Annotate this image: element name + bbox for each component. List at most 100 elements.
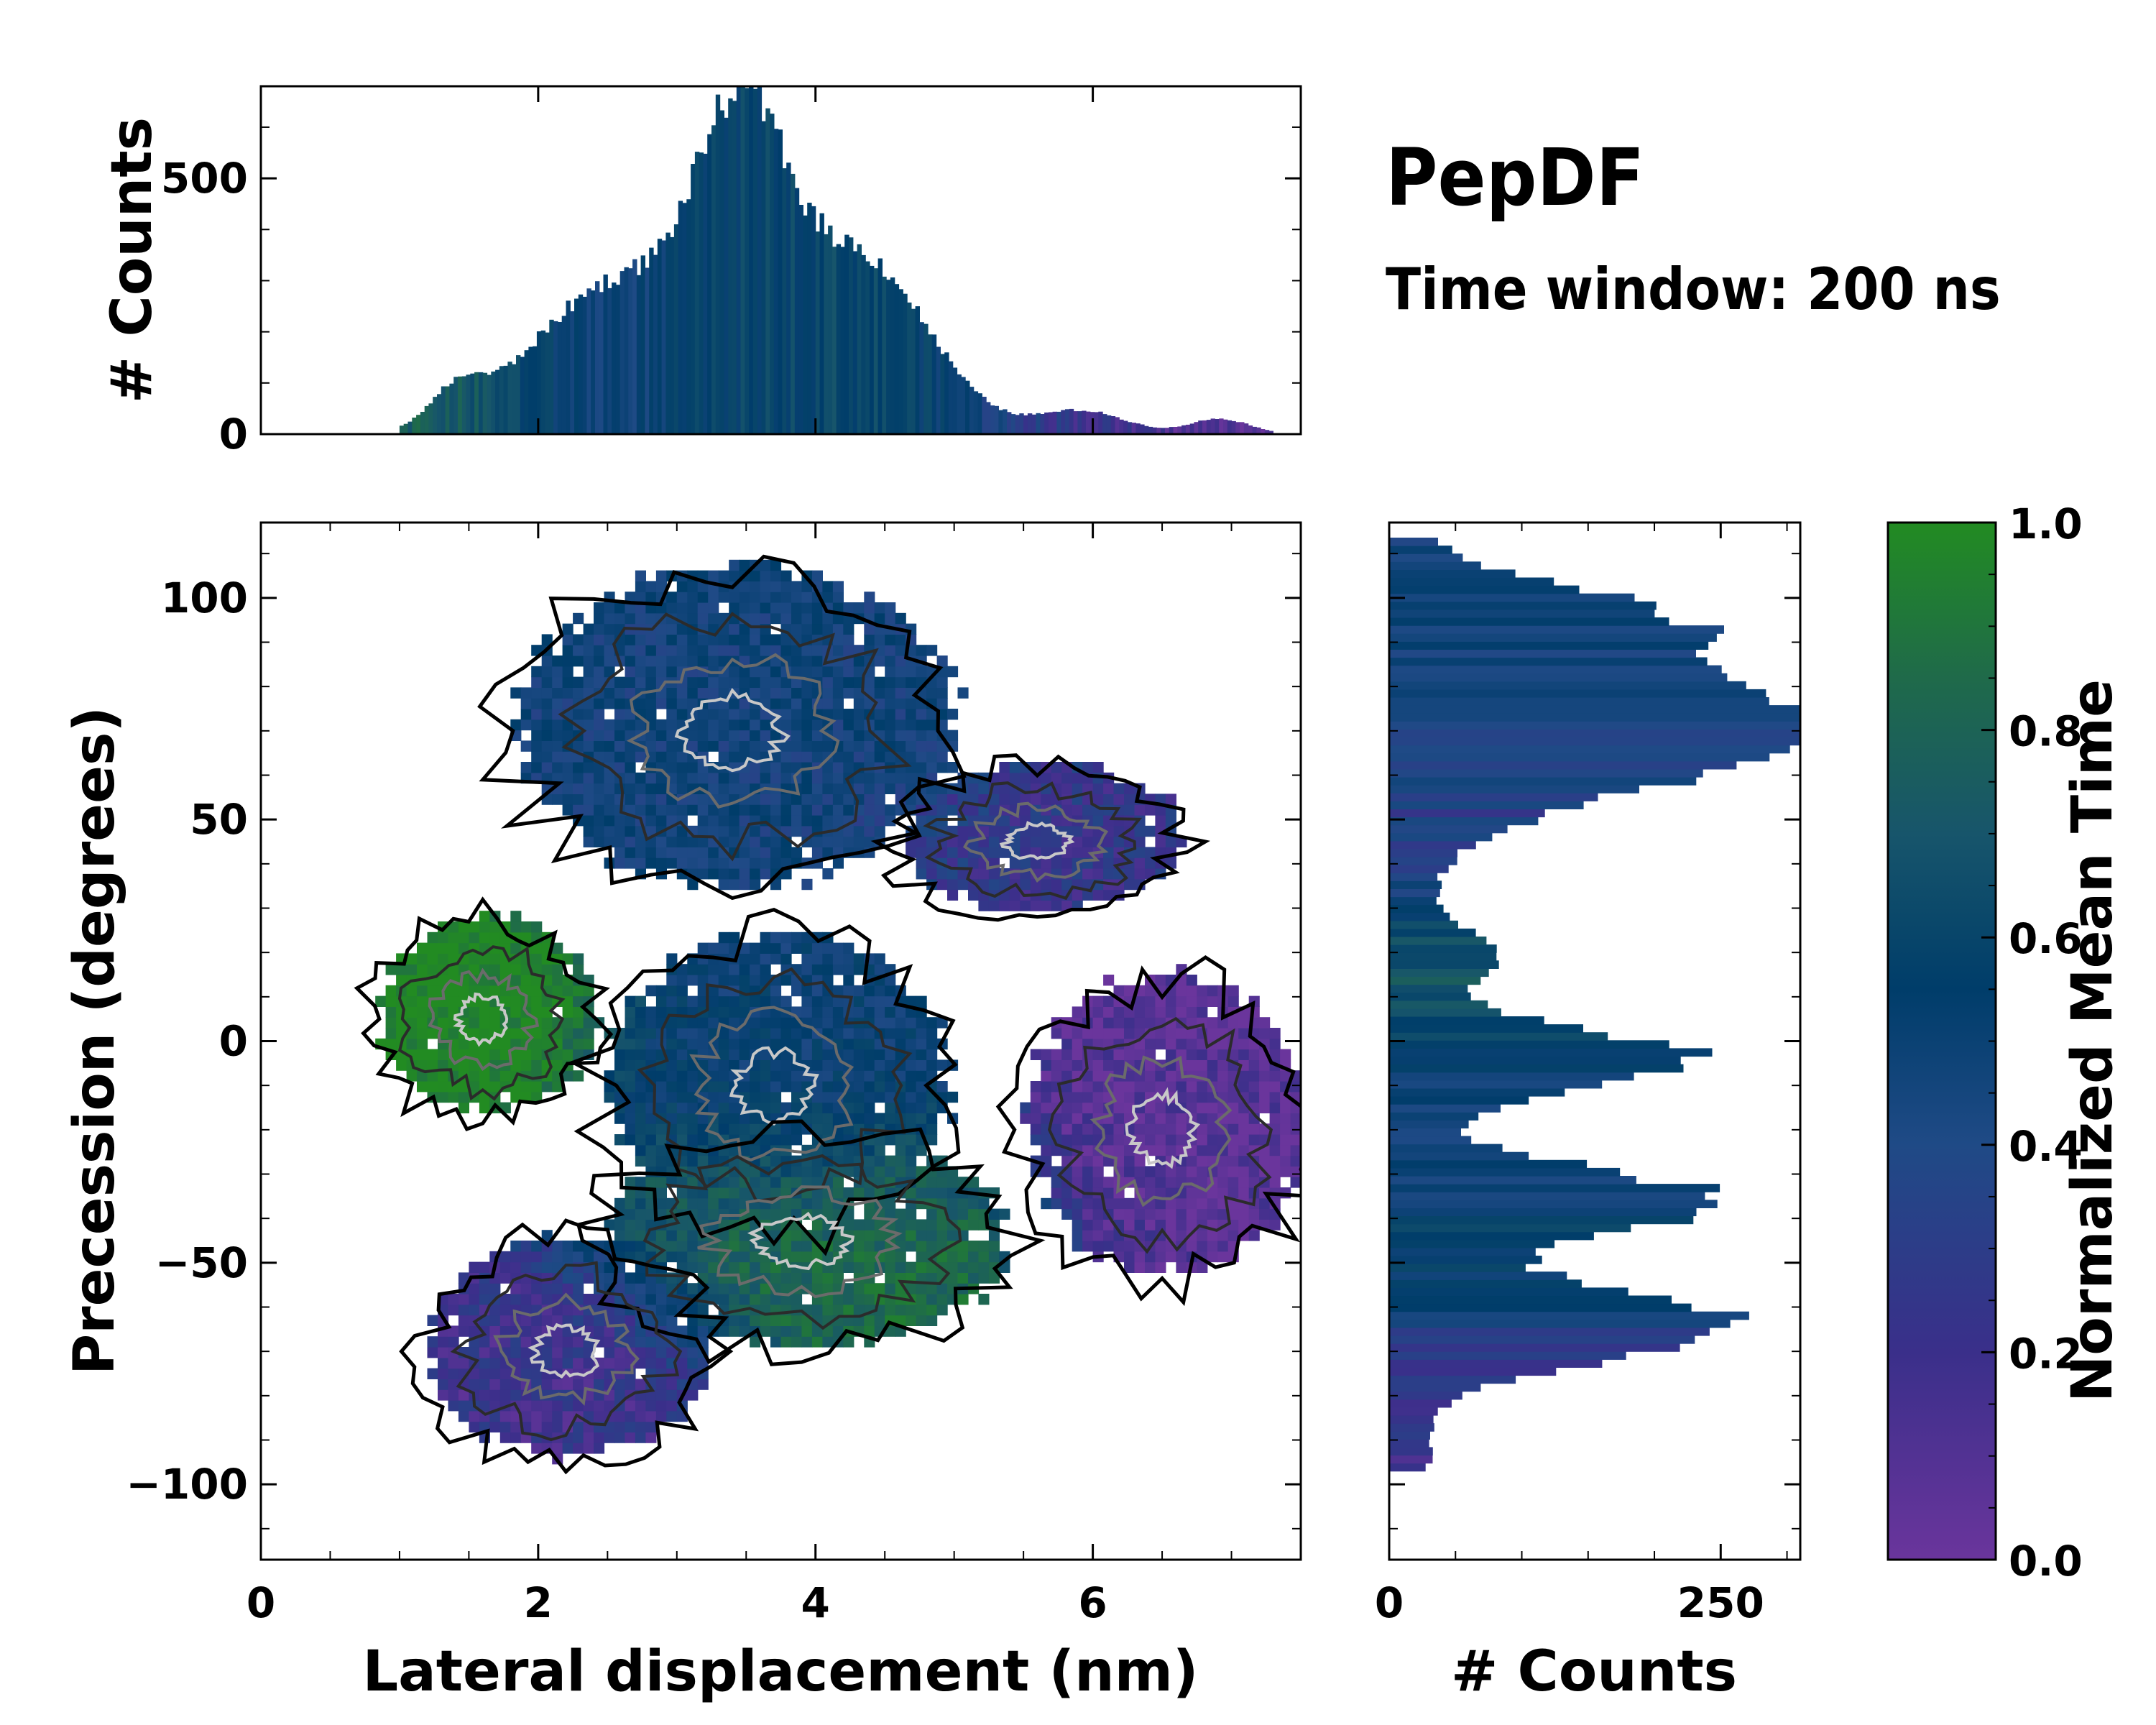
heatmap-cell [1103,1144,1115,1156]
heatmap-cell [1155,1197,1166,1210]
heatmap-cell [614,1070,626,1082]
heatmap-cell [697,656,709,667]
heatmap-cell [594,1368,605,1379]
heatmap-cell [1030,1081,1041,1092]
heatmap-cell [801,1325,813,1337]
heatmap-cell [1269,1113,1281,1124]
right-histogram-bar [1389,952,1497,961]
heatmap-cell [1020,878,1031,891]
heatmap-cell [499,1410,511,1422]
heatmap-cell [676,985,688,997]
heatmap-cell [614,1113,626,1124]
heatmap-cell [822,1091,834,1103]
heatmap-cell [1124,1251,1135,1263]
heatmap-cell [385,985,397,997]
heatmap-cell [708,1197,719,1210]
top-histogram-bar [412,418,417,434]
heatmap-cell [635,804,646,816]
heatmap-cell [750,1283,761,1294]
heatmap-cell [926,1294,938,1305]
heatmap-cell [1165,1081,1176,1092]
heatmap-cell [625,847,636,858]
heatmap-cell [583,1379,594,1390]
heatmap-cell [417,953,428,965]
heatmap-cell [708,1006,719,1018]
top-histogram-bar [595,281,600,434]
heatmap-cell [417,1038,428,1050]
heatmap-cell [594,1379,605,1390]
heatmap-cell [448,1028,459,1039]
heatmap-cell [573,1038,584,1050]
heatmap-cell [583,825,594,837]
heatmap-cell [750,634,761,645]
heatmap-cell [718,1070,729,1082]
heatmap-cell [562,762,573,773]
heatmap-cell [718,772,729,784]
heatmap-cell [916,1091,927,1103]
heatmap-cell [625,1006,636,1018]
top-histogram-bar [495,369,500,434]
heatmap-cell [739,1294,750,1305]
top-histogram-bar [557,322,563,434]
heatmap-cell [1092,1006,1104,1018]
heatmap-cell [676,857,688,869]
heatmap-cell [770,1336,782,1348]
heatmap-cell [780,1102,792,1113]
heatmap-cell [885,804,896,816]
heatmap-cell [791,709,803,720]
heatmap-cell [697,1113,709,1124]
heatmap-cell [1145,1177,1156,1188]
heatmap-cell [916,857,927,869]
heatmap-cell [562,634,573,645]
heatmap-cell [760,687,771,699]
heatmap-cell [614,719,626,731]
heatmap-cell [489,1049,501,1060]
heatmap-cell [604,1272,615,1284]
heatmap-cell [885,975,896,986]
heatmap-cell [396,1059,407,1071]
heatmap-cell [1051,1177,1062,1188]
heatmap-cell [396,964,407,975]
heatmap-cell [583,1443,594,1454]
main-ylabel: Precession (degrees) [63,707,127,1375]
figure-title: PepDF [1386,132,1644,224]
heatmap-cell [1030,825,1041,837]
heatmap-cell [541,687,553,699]
heatmap-cell [655,1410,667,1422]
heatmap-cell [666,1389,678,1401]
heatmap-cell [874,656,885,667]
top-histogram-bar [665,232,671,434]
top-histogram-bar [1036,413,1041,434]
heatmap-cell [822,666,834,678]
heatmap-cell [594,1432,605,1443]
heatmap-cell [552,1357,563,1369]
right-histogram-bar [1389,760,1737,770]
heatmap-cell [489,1389,501,1401]
heatmap-cell [697,645,709,656]
heatmap-cell [1051,857,1062,869]
heatmap-cell [552,676,563,688]
heatmap-cell [1269,1038,1281,1050]
heatmap-cell [739,740,750,752]
heatmap-cell [811,602,823,614]
heatmap-cell [1051,794,1062,805]
heatmap-cell [864,995,875,1007]
heatmap-cell [645,698,657,709]
top-histogram-bar [487,374,492,434]
heatmap-cell [385,1038,397,1050]
top-histogram-bar [1131,423,1136,434]
heatmap-cell [1155,804,1166,816]
heatmap-cell [635,1017,646,1029]
heatmap-cell [853,1059,865,1071]
heatmap-cell [666,847,678,858]
heatmap-cell [936,698,948,709]
heatmap-cell [1280,1123,1291,1135]
heatmap-cell [853,1261,865,1273]
contour-line [354,896,614,1131]
heatmap-cell [479,1389,490,1401]
heatmap-cell [645,1155,657,1167]
heatmap-cell [853,1304,865,1316]
heatmap-cell [1227,1091,1239,1103]
heatmap-cell [885,1283,896,1294]
